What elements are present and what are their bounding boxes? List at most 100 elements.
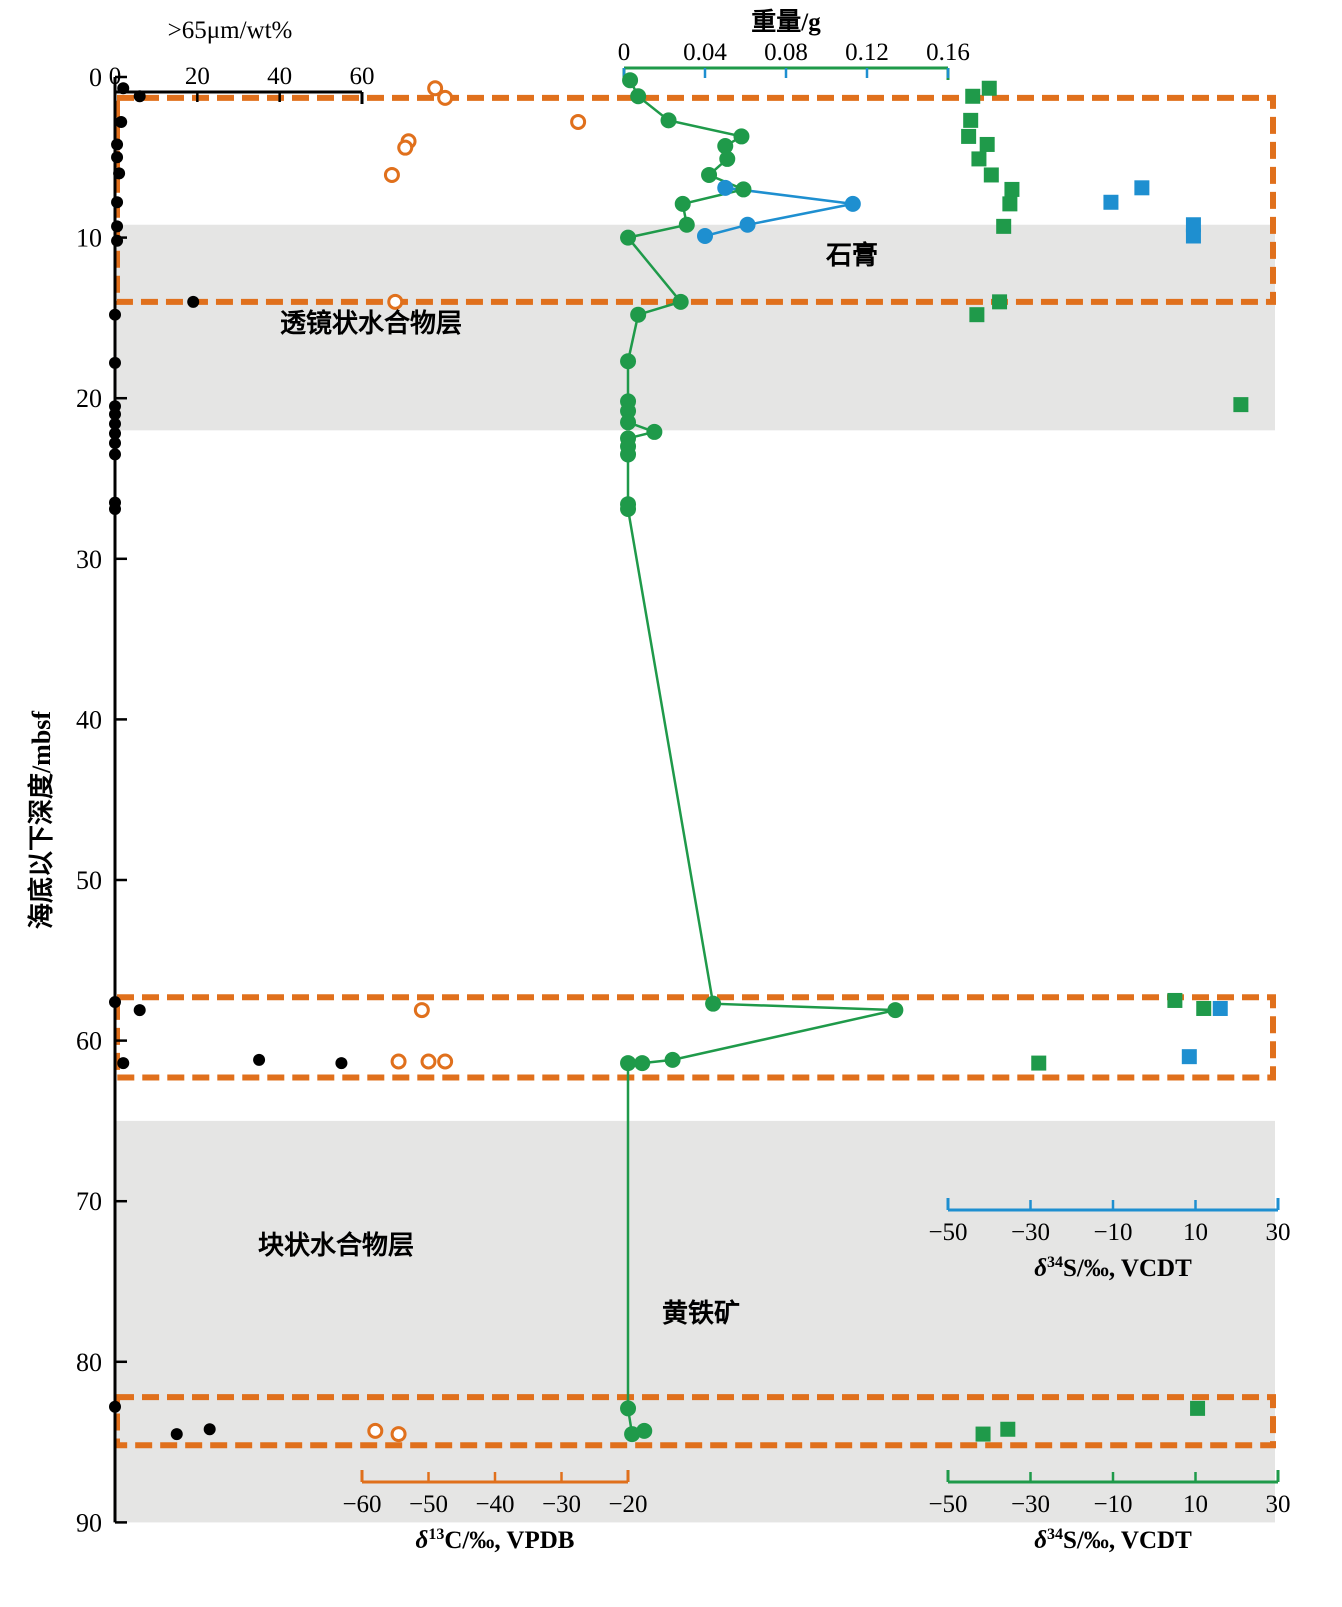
point-s2-27 [620,1055,637,1072]
point-s4-3 [961,128,977,144]
depth-tick-label-90: 90 [76,1508,102,1537]
point-s4-8 [1002,196,1018,212]
d34s_blue-tick-label-4: 30 [1266,1219,1291,1246]
d13c-axis-label: δ13C/‰, VPDB [416,1526,575,1554]
point-s0-8 [111,234,124,247]
d34s_blue-tick-label-1: −30 [1011,1219,1050,1246]
point-s1-7 [413,1002,430,1019]
depth-tick-label-60: 60 [76,1027,102,1056]
point-s0-15 [109,427,121,440]
point-s0-14 [109,417,121,430]
point-s0-11 [109,356,121,369]
d34s_green-tick-label-2: −10 [1093,1491,1132,1518]
point-s0-23 [335,1057,348,1070]
highlight-box-1 [114,94,1276,305]
d34s_green-tick-label-1: −30 [1011,1491,1050,1518]
point-s4-6 [983,167,999,183]
depth-tick-label-20: 20 [76,384,102,413]
annotation-3: 块状水合物层 [258,1230,414,1260]
point-s2-15 [620,403,637,420]
point-s2-5 [719,150,736,167]
highlight-box-2 [114,994,1276,1081]
axes: 0 10 20 30 40 50 60 70 80 90 海底以下深度/mbsf 0 20 40 60 >65… [26,8,1291,1554]
point-s2-16 [620,414,637,431]
d34s_blue-tick-label-3: 10 [1183,1219,1208,1246]
depth-tick-label-40: 40 [76,705,102,734]
point-s0-10 [109,308,121,321]
depth-tick-label-80: 80 [76,1348,102,1377]
point-s4-18 [975,1426,991,1442]
point-s0-2 [115,115,128,128]
point-s0-27 [170,1428,183,1441]
weight-tick-label-4: 0.16 [926,39,970,66]
point-s4-15 [1031,1055,1047,1071]
point-s2-1 [630,88,647,105]
point-s0-20 [109,996,121,1009]
point-s2-12 [630,306,647,323]
point-s2-4 [717,138,734,155]
point-s1-1 [437,89,454,106]
point-s2-9 [678,216,695,233]
point-s3-3 [697,227,713,244]
point-s2-25 [664,1051,681,1068]
point-s0-9 [187,295,200,308]
point-s5-4 [1212,1000,1228,1016]
point-s2-22 [620,501,637,518]
point-s1-4 [397,139,414,156]
depth-tick-label-30: 30 [76,545,102,574]
point-s4-7 [1004,181,1020,197]
coarse-tick-label-3: 60 [350,63,375,90]
point-s0-6 [111,196,124,209]
point-s4-1 [965,88,981,104]
point-s0-3 [111,138,124,151]
point-s0-13 [109,408,121,421]
d34s_green-tick-label-0: −50 [928,1491,967,1518]
point-s0-16 [109,437,121,450]
d34s_green-axis-label: δ34S/‰, VCDT [1034,1526,1192,1554]
point-s2-26 [634,1055,651,1072]
point-s0-17 [109,448,121,461]
point-s2-0 [622,72,639,89]
point-s1-5 [383,166,400,183]
point-s0-21 [133,1004,146,1017]
point-s2-23 [705,995,722,1012]
data-points [109,72,1249,1443]
point-s2-20 [620,446,637,463]
point-s2-8 [674,195,691,212]
point-s1-12 [390,1426,407,1443]
point-s1-6 [387,293,404,310]
weight-axis-label: 重量/g [751,8,821,36]
point-s4-5 [971,151,987,167]
point-s1-2 [570,113,587,130]
point-s2-3 [733,128,750,145]
point-s3-2 [739,216,756,233]
point-s2-29 [624,1426,641,1443]
point-s3-1 [844,195,861,212]
d13c-tick-label-3: −30 [542,1491,581,1518]
point-s4-14 [1196,1000,1212,1016]
point-s1-10 [437,1053,454,1070]
depth-axis-label: 海底以下深度/mbsf [26,711,56,929]
point-s0-24 [117,1057,130,1070]
point-s4-2 [963,112,979,128]
depth-tick-label-10: 10 [76,224,102,253]
point-s1-0 [427,80,444,97]
coarse-axis-label: >65μm/wt% [168,17,293,44]
series-line-3 [704,186,854,238]
highlight-boxes [114,94,1276,1449]
d13c-tick-label-2: −40 [475,1491,514,1518]
coarse-tick-label-0: 0 [109,63,122,90]
annotation-2: 透镜状水合物层 [280,308,462,338]
point-s2-28 [620,1400,637,1417]
depth-tick-label-0: 0 [89,63,102,92]
weight-tick-label-3: 0.12 [845,39,889,66]
point-s0-25 [109,1400,121,1413]
point-s0-22 [253,1053,266,1066]
point-s2-30 [636,1422,653,1439]
point-s4-12 [1233,397,1249,413]
d13c-tick-label-1: −50 [409,1491,448,1518]
point-s4-11 [969,307,985,323]
coarse-tick-label-1: 20 [185,63,210,90]
coarse-tick-label-2: 40 [267,63,292,90]
